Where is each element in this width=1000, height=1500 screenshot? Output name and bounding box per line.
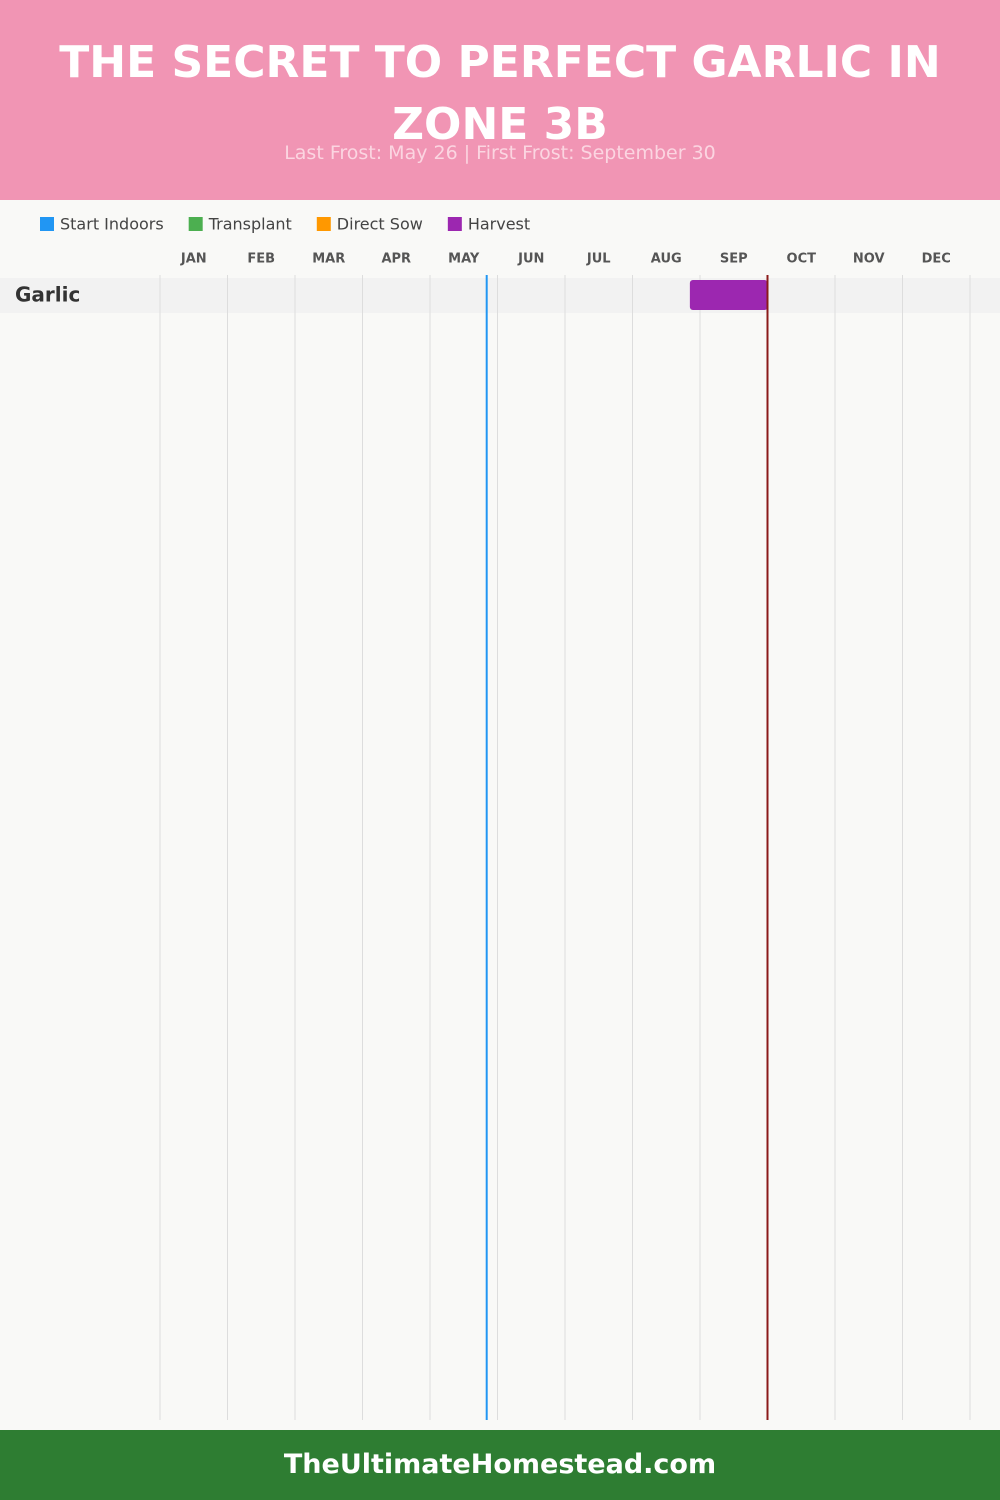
chart-subtitle: Last Frost: May 26 | First Frost: Septem… — [284, 142, 716, 164]
x-tick-label: MAR — [312, 252, 345, 267]
legend-swatch — [188, 217, 203, 231]
legend-label: Transplant — [208, 215, 292, 234]
x-tick-label: DEC — [922, 252, 951, 267]
legend-swatch — [447, 217, 462, 231]
footer: TheUltimateHomestead.com — [0, 1430, 1000, 1500]
x-tick-label: SEP — [720, 252, 748, 267]
row-band — [0, 278, 1000, 313]
x-tick-label: NOV — [853, 252, 885, 267]
legend-label: Direct Sow — [337, 215, 423, 234]
x-tick-label: OCT — [787, 252, 817, 267]
x-tick-label: APR — [381, 252, 411, 267]
legend-label: Harvest — [468, 215, 530, 234]
legend-swatch — [316, 217, 331, 231]
task-bar — [689, 280, 768, 310]
legend-label: Start Indoors — [60, 215, 164, 234]
chart: Start Indoors Transplant Direct Sow Harvest… — [0, 215, 1000, 1420]
x-tick-label: MAY — [448, 252, 480, 267]
chart-title: THE SECRET TO PERFECT GARLIC IN ZONE 3B — [59, 37, 941, 150]
row-label: Garlic — [15, 283, 80, 307]
legend-swatch — [40, 217, 54, 231]
x-tick-label: JAN — [180, 252, 207, 267]
x-tick-label: AUG — [651, 252, 682, 267]
x-tick-label: FEB — [247, 252, 275, 267]
x-tick-label: JUN — [517, 252, 544, 267]
header: THE SECRET TO PERFECT GARLIC IN ZONE 3B … — [0, 0, 1000, 200]
x-tick-label: JUL — [586, 252, 611, 267]
